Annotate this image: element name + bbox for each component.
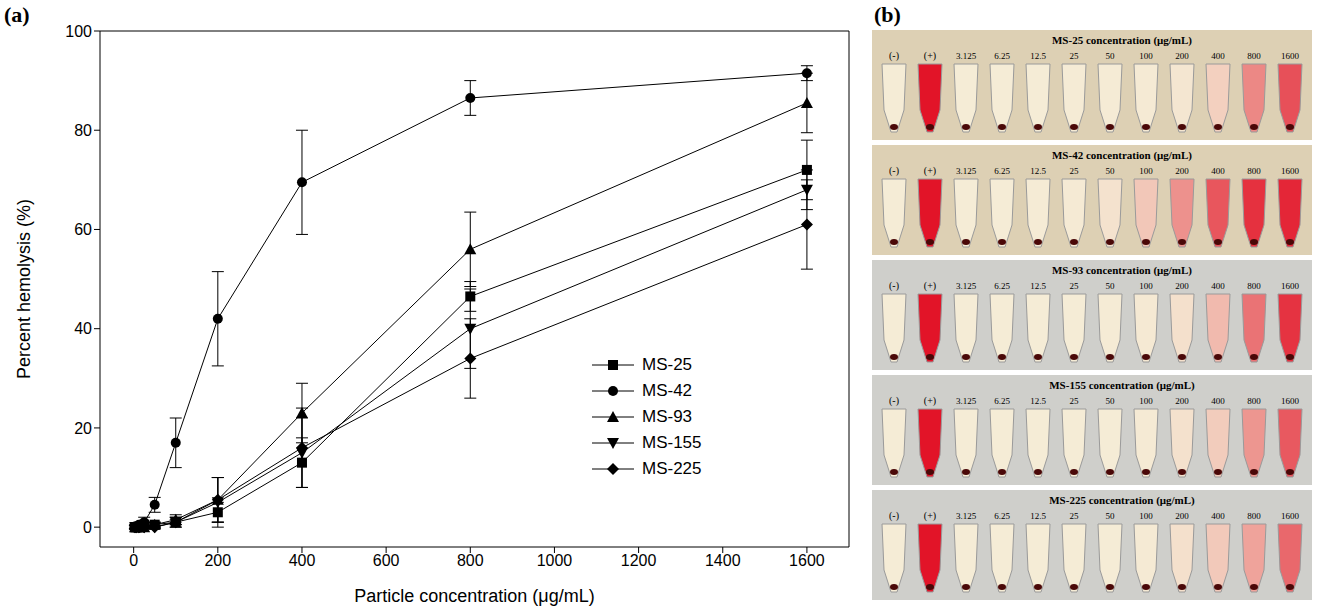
html-text:MS-42: MS-42: [642, 381, 693, 400]
svg-text:800: 800: [1247, 166, 1261, 176]
svg-text:50: 50: [1106, 51, 1116, 61]
svg-text:1600: 1600: [789, 552, 825, 569]
svg-text:1600: 1600: [1281, 281, 1300, 291]
svg-text:25: 25: [1070, 51, 1080, 61]
svg-text:200: 200: [204, 552, 231, 569]
svg-text:MS-25 concentration (μg/mL): MS-25 concentration (μg/mL): [1052, 34, 1192, 47]
svg-text:400: 400: [1211, 281, 1225, 291]
svg-text:200: 200: [1175, 511, 1189, 521]
svg-text:(+): (+): [924, 280, 936, 292]
svg-text:25: 25: [1070, 396, 1080, 406]
svg-text:(+): (+): [924, 510, 936, 522]
svg-text:(+): (+): [924, 165, 936, 177]
svg-text:6.25: 6.25: [994, 166, 1010, 176]
svg-text:40: 40: [74, 320, 92, 337]
svg-text:12.5: 12.5: [1030, 281, 1046, 291]
svg-text:12.5: 12.5: [1030, 166, 1046, 176]
svg-text:800: 800: [1247, 511, 1261, 521]
svg-text:50: 50: [1106, 396, 1116, 406]
svg-text:12.5: 12.5: [1030, 396, 1046, 406]
svg-text:3.125: 3.125: [956, 166, 977, 176]
svg-text:6.25: 6.25: [994, 511, 1010, 521]
svg-text:100: 100: [1139, 396, 1153, 406]
svg-text:0: 0: [129, 552, 138, 569]
svg-text:MS-155 concentration (μg/mL): MS-155 concentration (μg/mL): [1049, 379, 1195, 392]
svg-text:3.125: 3.125: [956, 396, 977, 406]
svg-text:800: 800: [1247, 396, 1261, 406]
svg-text:3.125: 3.125: [956, 511, 977, 521]
svg-text:(-): (-): [889, 510, 899, 522]
svg-text:(-): (-): [889, 165, 899, 177]
svg-text:25: 25: [1070, 166, 1080, 176]
svg-text:400: 400: [289, 552, 316, 569]
svg-text:MS-225 concentration (μg/mL): MS-225 concentration (μg/mL): [1049, 494, 1195, 507]
svg-text:0: 0: [83, 519, 92, 536]
svg-text:400: 400: [1211, 396, 1225, 406]
svg-text:1600: 1600: [1281, 396, 1300, 406]
svg-text:25: 25: [1070, 281, 1080, 291]
svg-text:400: 400: [1211, 51, 1225, 61]
svg-text:6.25: 6.25: [994, 281, 1010, 291]
svg-text:Particle concentration (μg/mL): Particle concentration (μg/mL): [354, 586, 594, 606]
svg-text:25: 25: [1070, 511, 1080, 521]
svg-text:100: 100: [1139, 281, 1153, 291]
svg-text:(+): (+): [924, 395, 936, 407]
svg-text:MS-42 concentration (μg/mL): MS-42 concentration (μg/mL): [1052, 149, 1192, 162]
svg-text:(+): (+): [924, 50, 936, 62]
svg-text:100: 100: [1139, 166, 1153, 176]
svg-text:100: 100: [1139, 51, 1153, 61]
svg-text:400: 400: [1211, 166, 1225, 176]
svg-text:1600: 1600: [1281, 511, 1300, 521]
html-text:(b): (b): [874, 2, 901, 27]
svg-text:50: 50: [1106, 166, 1116, 176]
svg-text:100: 100: [65, 23, 92, 40]
svg-text:Percent hemolysis (%): Percent hemolysis (%): [14, 199, 34, 379]
svg-text:60: 60: [74, 221, 92, 238]
html-text:(a): (a): [4, 2, 30, 27]
svg-text:(-): (-): [889, 395, 899, 407]
svg-text:50: 50: [1106, 511, 1116, 521]
svg-text:1600: 1600: [1281, 166, 1300, 176]
html-text:MS-93: MS-93: [642, 407, 693, 426]
svg-text:1000: 1000: [537, 552, 573, 569]
svg-text:MS-93 concentration (μg/mL): MS-93 concentration (μg/mL): [1052, 264, 1192, 277]
svg-text:1200: 1200: [621, 552, 657, 569]
svg-text:(-): (-): [889, 50, 899, 62]
svg-text:1400: 1400: [705, 552, 741, 569]
svg-text:1600: 1600: [1281, 51, 1300, 61]
html-text:MS-155: MS-155: [642, 433, 702, 452]
svg-text:6.25: 6.25: [994, 51, 1010, 61]
svg-text:(-): (-): [889, 280, 899, 292]
svg-text:80: 80: [74, 122, 92, 139]
svg-text:3.125: 3.125: [956, 281, 977, 291]
svg-text:20: 20: [74, 420, 92, 437]
svg-text:3.125: 3.125: [956, 51, 977, 61]
html-text:MS-25: MS-25: [642, 355, 693, 374]
html-text:MS-225: MS-225: [642, 459, 702, 478]
svg-text:400: 400: [1211, 511, 1225, 521]
svg-text:12.5: 12.5: [1030, 51, 1046, 61]
svg-text:50: 50: [1106, 281, 1116, 291]
svg-text:200: 200: [1175, 51, 1189, 61]
svg-text:12.5: 12.5: [1030, 511, 1046, 521]
svg-text:800: 800: [1247, 51, 1261, 61]
svg-text:600: 600: [373, 552, 400, 569]
svg-text:6.25: 6.25: [994, 396, 1010, 406]
svg-text:100: 100: [1139, 511, 1153, 521]
svg-text:200: 200: [1175, 281, 1189, 291]
svg-text:800: 800: [457, 552, 484, 569]
svg-text:800: 800: [1247, 281, 1261, 291]
svg-text:200: 200: [1175, 396, 1189, 406]
svg-text:200: 200: [1175, 166, 1189, 176]
